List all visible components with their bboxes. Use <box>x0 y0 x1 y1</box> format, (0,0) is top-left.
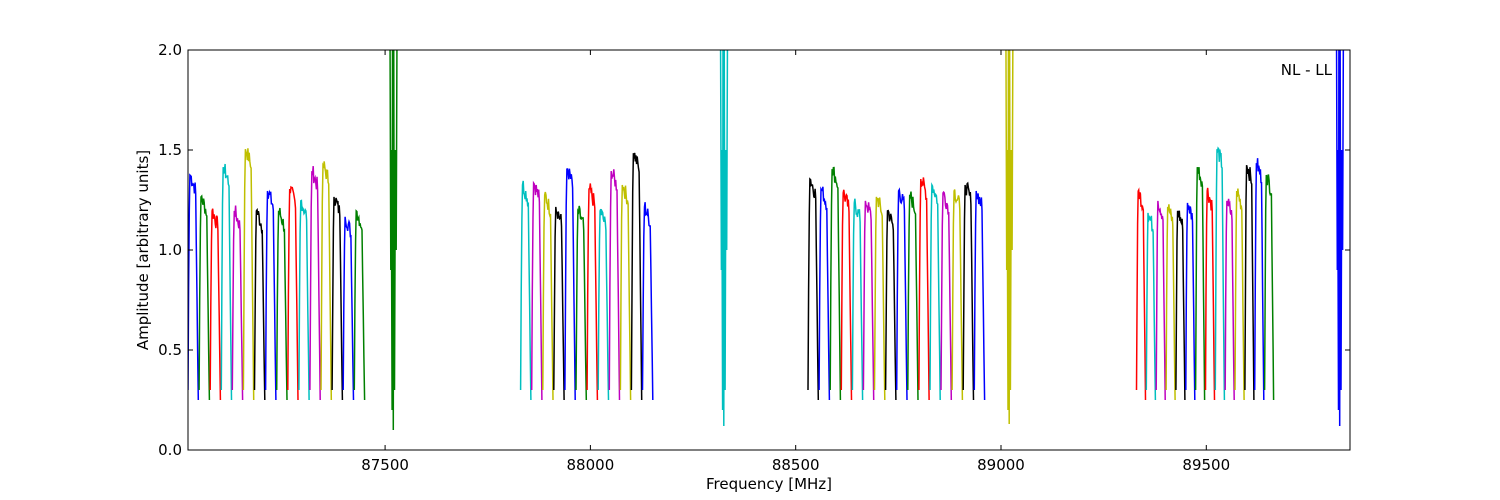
series-line-band2-9 <box>608 169 621 401</box>
series-line-band1-16 <box>353 209 366 401</box>
series-line-band2-12 <box>641 202 654 401</box>
series-line-band3-7 <box>873 196 886 401</box>
x-tick-label: 87500 <box>361 456 409 474</box>
y-axis-label: Amplitude [arbitrary units] <box>134 150 152 350</box>
series-line-band4-14 <box>1263 174 1275 401</box>
series-line-band3-6 <box>862 200 875 401</box>
series-line-band2-7 <box>586 183 599 401</box>
rfi-spike-band1-1 <box>389 50 398 431</box>
series-line-band1-5 <box>231 205 244 401</box>
series-line-band1-3 <box>209 208 222 401</box>
series-line-band1-4 <box>220 163 233 401</box>
series-line-band2-4 <box>553 206 565 401</box>
y-tick-label: 0.0 <box>158 441 182 459</box>
series-line-band4-1 <box>1135 187 1147 401</box>
series-line-band3-10 <box>907 191 919 401</box>
series-line-band1-7 <box>253 207 266 401</box>
series-line-band3-5 <box>851 198 864 401</box>
series-line-band1-1 <box>188 173 200 401</box>
series-line-band1-15 <box>342 216 355 401</box>
x-axis-label: Frequency [MHz] <box>706 475 832 493</box>
series-line-band1-12 <box>309 166 321 401</box>
series-line-band2-5 <box>564 168 576 401</box>
rfi-spike-band3-1 <box>1005 50 1014 425</box>
series-line-band3-15 <box>962 181 975 401</box>
series-line-band4-8 <box>1204 187 1216 401</box>
series-line-band2-6 <box>575 205 588 401</box>
series-line-band3-13 <box>940 190 953 401</box>
series-line-band4-7 <box>1194 166 1206 401</box>
series-line-band4-13 <box>1253 158 1265 401</box>
series-line-band3-8 <box>884 209 897 401</box>
x-tick-label: 88000 <box>567 456 615 474</box>
x-tick-label: 89000 <box>977 456 1025 474</box>
series-line-band2-1 <box>519 180 532 401</box>
rfi-spike-band4-1 <box>1335 50 1345 427</box>
series-line-band2-2 <box>530 180 543 401</box>
series-line-band1-13 <box>320 161 333 401</box>
series-line-band4-9 <box>1214 146 1226 401</box>
series-line-band2-8 <box>597 208 610 401</box>
series-line-band2-10 <box>619 184 632 401</box>
y-tick-label: 1.5 <box>158 141 182 159</box>
annotation-text: NL - LL <box>1281 61 1333 79</box>
series-line-band3-4 <box>840 189 853 401</box>
series-line-band4-11 <box>1234 188 1245 401</box>
series-line-band4-3 <box>1155 200 1166 401</box>
series-line-band1-6 <box>242 148 255 401</box>
series-line-band3-3 <box>829 166 842 401</box>
x-tick-label: 88500 <box>772 456 820 474</box>
x-tick-label: 89500 <box>1182 456 1230 474</box>
series-line-band1-11 <box>298 199 310 401</box>
series-line-band4-4 <box>1165 204 1176 401</box>
series-line-band3-1 <box>807 177 820 401</box>
series-line-band3-12 <box>929 182 941 401</box>
y-tick-label: 1.0 <box>158 241 182 259</box>
series-line-band4-2 <box>1145 212 1157 401</box>
series-line-band4-6 <box>1185 202 1196 401</box>
series-line-band3-14 <box>951 189 964 401</box>
series-line-band1-2 <box>198 194 211 401</box>
series-line-band4-10 <box>1224 198 1235 401</box>
y-tick-label: 0.5 <box>158 341 182 359</box>
series-line-band3-11 <box>918 177 930 401</box>
series-line-band3-2 <box>818 186 831 401</box>
y-tick-label: 2.0 <box>158 41 182 59</box>
series-line-band1-9 <box>275 207 288 401</box>
series-line-band1-8 <box>264 189 277 401</box>
series-line-band1-14 <box>331 196 344 401</box>
series-line-band3-9 <box>895 187 908 401</box>
series-line-band4-5 <box>1175 210 1186 401</box>
series-layer <box>188 50 1345 431</box>
tick-layer: 87500 88000 88500 89000 89500 0.0 0.5 1.0 1.5 2.0 <box>158 41 1350 474</box>
series-line-band4-12 <box>1244 164 1255 401</box>
series-line-band2-11 <box>630 152 643 401</box>
series-line-band1-10 <box>287 185 299 401</box>
series-line-band2-3 <box>542 191 554 401</box>
rfi-spike-band2-1 <box>719 50 729 427</box>
series-line-band3-16 <box>973 190 986 401</box>
